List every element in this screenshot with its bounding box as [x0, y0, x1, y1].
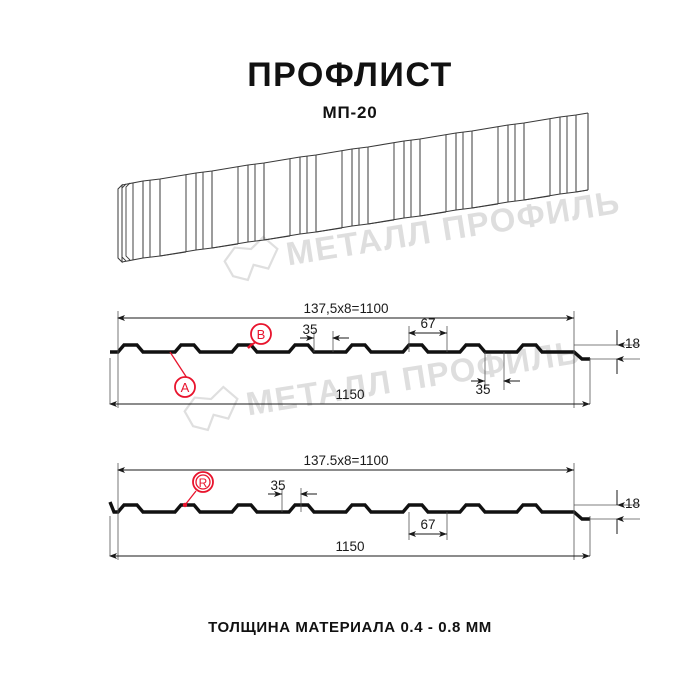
callout-b: B [247, 323, 272, 349]
dim-label-total-width: 1150 [335, 387, 364, 402]
dim-height-bottom: 18 [616, 490, 640, 534]
dim-working-width-bottom: 137.5x8=1100 [117, 453, 574, 473]
dim-crest-right-top: 35 [471, 378, 520, 397]
dim-total-width-bottom: 1150 [109, 539, 590, 559]
callout-r: R [182, 471, 214, 508]
dim-crest-bottom: 35 [268, 478, 317, 497]
profile-top [110, 343, 590, 361]
dim-label-working-width: 137,5x8=1100 [304, 301, 389, 316]
dim-label-height: 18 [625, 336, 640, 351]
callout-r-label: R [199, 476, 208, 490]
dim-label-working-width: 137.5x8=1100 [304, 453, 389, 468]
dim-height-top: 18 [616, 330, 640, 374]
watermark-text: МЕТАЛЛ ПРОФИЛЬ [243, 333, 583, 422]
page-subtitle: МП-20 [322, 103, 378, 122]
dim-crest-left-top: 35 [300, 322, 349, 341]
dim-label-crest: 35 [270, 478, 285, 493]
dim-total-width-top: 1150 [109, 387, 590, 407]
dim-label-height: 18 [625, 496, 640, 511]
callout-b-label: B [257, 327, 266, 342]
dim-valley-bottom: 67 [408, 517, 447, 537]
profile-bottom [108, 501, 590, 521]
watermark-top: МЕТАЛЛ ПРОФИЛЬ [223, 183, 623, 282]
watermark-bottom: МЕТАЛЛ ПРОФИЛЬ [183, 333, 583, 432]
section-bottom: 137.5x8=1100 1150 35 67 18 [108, 453, 640, 560]
watermark-text: МЕТАЛЛ ПРОФИЛЬ [283, 183, 623, 272]
section-top: 137,5x8=1100 1150 35 67 35 [109, 301, 640, 408]
dim-working-width-top: 137,5x8=1100 [117, 301, 574, 321]
iso-corrugated-sheet [117, 112, 589, 264]
dim-label-crest-left: 35 [302, 322, 317, 337]
callout-a: A [169, 351, 196, 398]
dim-label-crest-right: 35 [475, 382, 490, 397]
dim-valley-top: 67 [408, 316, 447, 336]
dim-label-valley: 67 [420, 517, 435, 532]
callout-a-label: A [181, 380, 190, 395]
dim-label-total-width: 1150 [335, 539, 364, 554]
dim-label-valley: 67 [420, 316, 435, 331]
page-title: ПРОФЛИСТ [247, 56, 453, 94]
thickness-note: ТОЛЩИНА МАТЕРИАЛА 0.4 - 0.8 ММ [208, 619, 492, 636]
